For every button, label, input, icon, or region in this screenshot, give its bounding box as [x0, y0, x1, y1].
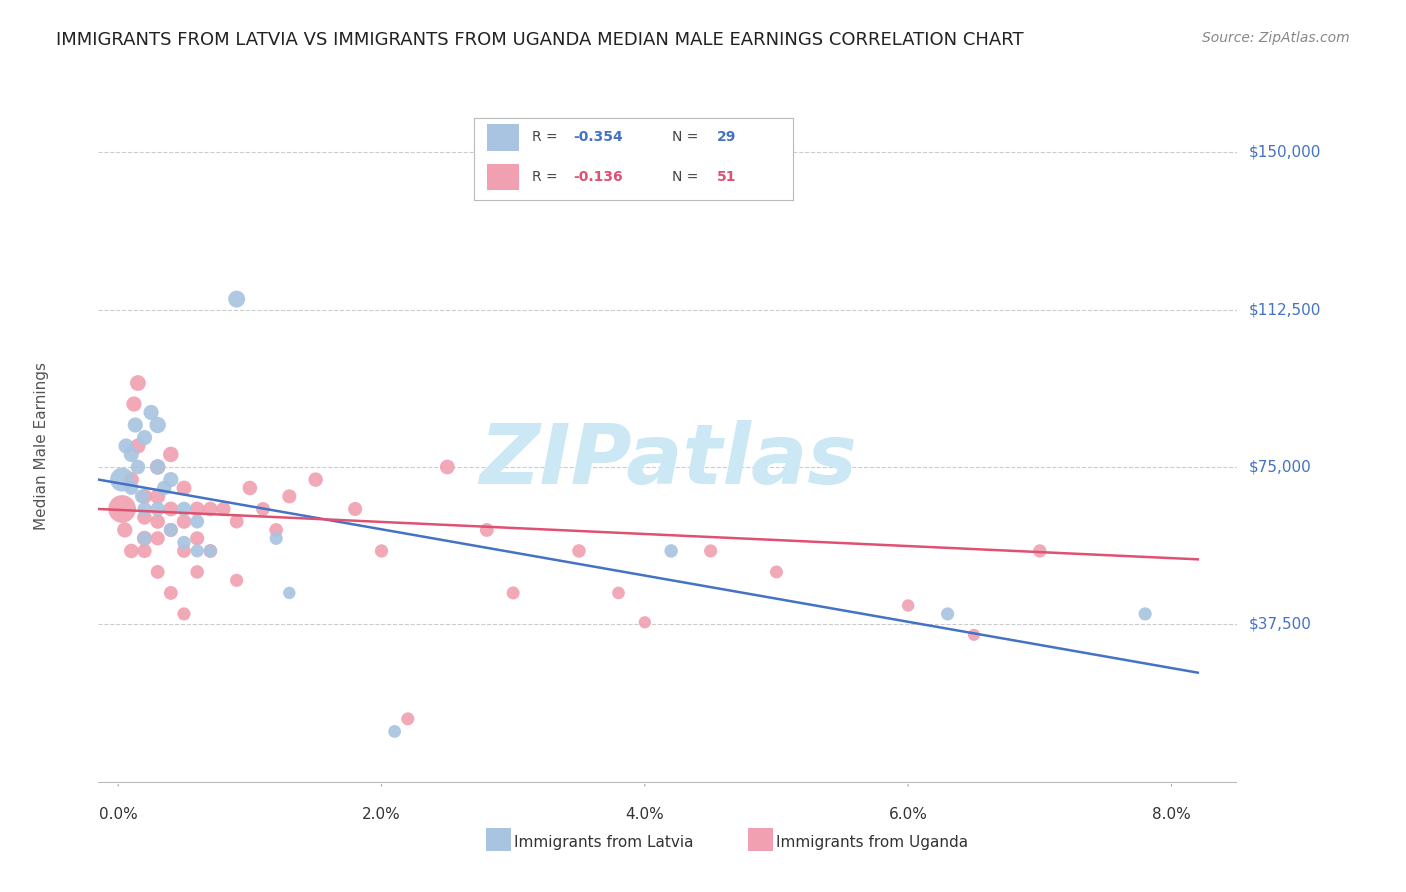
Point — [120, 473, 142, 487]
Point — [344, 502, 367, 516]
Text: $37,500: $37,500 — [1249, 617, 1312, 632]
Point — [160, 447, 183, 461]
Point — [200, 544, 222, 558]
Point — [475, 523, 498, 537]
Point — [160, 523, 183, 537]
Point — [186, 565, 208, 579]
Point — [186, 544, 208, 558]
Point — [252, 502, 274, 516]
Point — [607, 586, 630, 600]
Point — [146, 460, 169, 475]
Point — [502, 586, 524, 600]
Point — [1133, 607, 1156, 621]
Point — [134, 532, 156, 546]
Point — [115, 439, 138, 453]
Point — [936, 607, 959, 621]
Point — [120, 447, 142, 461]
Text: Median Male Earnings: Median Male Earnings — [34, 362, 49, 530]
Point — [153, 481, 176, 495]
Point — [225, 574, 247, 588]
Point — [146, 532, 169, 546]
Text: Source: ZipAtlas.com: Source: ZipAtlas.com — [1202, 31, 1350, 45]
Text: $150,000: $150,000 — [1249, 145, 1320, 160]
Point — [173, 544, 195, 558]
Point — [134, 510, 156, 524]
Text: 8.0%: 8.0% — [1152, 806, 1191, 822]
Point — [131, 489, 153, 503]
Text: 4.0%: 4.0% — [626, 806, 664, 822]
Point — [699, 544, 721, 558]
Point — [634, 615, 657, 630]
Text: 6.0%: 6.0% — [889, 806, 928, 822]
Point — [111, 473, 134, 487]
Point — [146, 489, 169, 503]
Point — [264, 523, 287, 537]
Point — [436, 460, 458, 475]
Point — [186, 502, 208, 516]
Point — [134, 431, 156, 445]
Point — [173, 607, 195, 621]
Point — [173, 502, 195, 516]
Point — [160, 473, 183, 487]
Point — [134, 502, 156, 516]
Point — [370, 544, 392, 558]
Point — [122, 397, 145, 411]
Point — [200, 502, 222, 516]
Point — [139, 405, 162, 419]
Text: Immigrants from Latvia: Immigrants from Latvia — [515, 835, 693, 849]
Point — [120, 544, 142, 558]
Point — [568, 544, 591, 558]
Point — [146, 417, 169, 432]
Point — [134, 532, 156, 546]
Point — [124, 417, 146, 432]
Point — [239, 481, 262, 495]
Point — [1029, 544, 1052, 558]
Point — [160, 523, 183, 537]
Point — [225, 292, 247, 306]
Point — [186, 532, 208, 546]
Point — [212, 502, 235, 516]
Point — [264, 532, 287, 546]
Point — [134, 489, 156, 503]
Point — [765, 565, 787, 579]
Text: 2.0%: 2.0% — [363, 806, 401, 822]
Point — [173, 535, 195, 549]
Point — [120, 481, 142, 495]
Point — [146, 515, 169, 529]
Point — [146, 565, 169, 579]
Point — [173, 515, 195, 529]
Point — [114, 523, 136, 537]
Text: ZIPatlas: ZIPatlas — [479, 420, 856, 500]
Point — [160, 502, 183, 516]
Point — [160, 586, 183, 600]
Point — [659, 544, 682, 558]
Point — [963, 628, 986, 642]
Text: $112,500: $112,500 — [1249, 302, 1320, 317]
Point — [278, 586, 301, 600]
Point — [127, 460, 149, 475]
Text: 0.0%: 0.0% — [98, 806, 138, 822]
Point — [305, 473, 328, 487]
Text: $75,000: $75,000 — [1249, 459, 1312, 475]
Point — [186, 515, 208, 529]
Point — [146, 502, 169, 516]
Point — [146, 460, 169, 475]
Point — [127, 439, 149, 453]
Point — [127, 376, 149, 390]
Point — [111, 502, 134, 516]
Point — [225, 515, 247, 529]
Point — [173, 481, 195, 495]
Text: Immigrants from Uganda: Immigrants from Uganda — [776, 835, 969, 849]
Point — [384, 724, 406, 739]
Point — [134, 544, 156, 558]
Point — [396, 712, 419, 726]
Point — [278, 489, 301, 503]
Point — [200, 544, 222, 558]
Point — [897, 599, 920, 613]
Text: IMMIGRANTS FROM LATVIA VS IMMIGRANTS FROM UGANDA MEDIAN MALE EARNINGS CORRELATIO: IMMIGRANTS FROM LATVIA VS IMMIGRANTS FRO… — [56, 31, 1024, 49]
